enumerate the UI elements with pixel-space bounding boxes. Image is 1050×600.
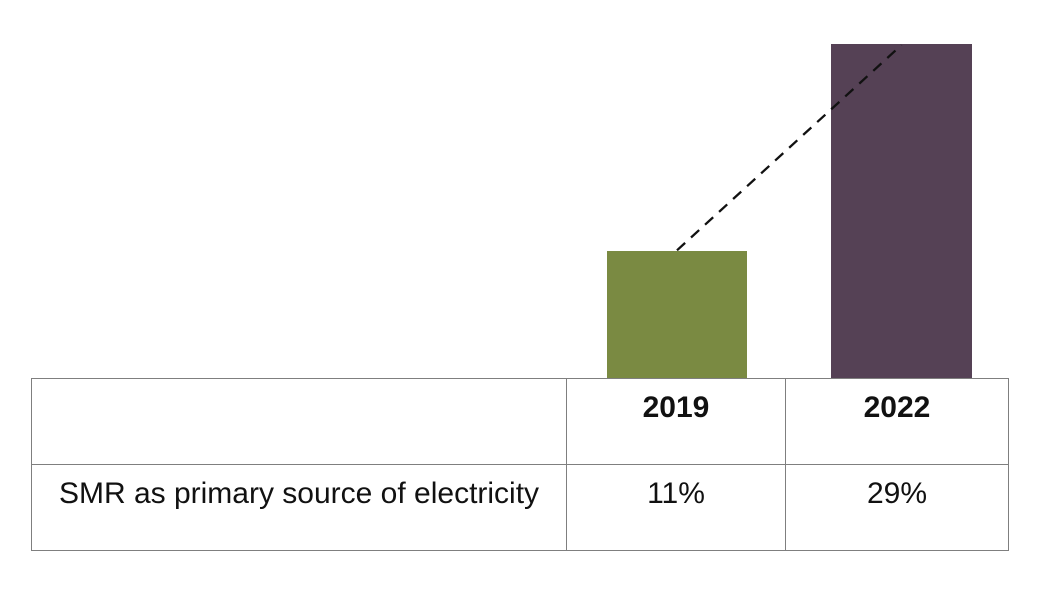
bar-2019	[607, 251, 747, 378]
header-2019: 2019	[566, 378, 786, 465]
comparison-table: 2019 2022 SMR as primary source of elect…	[31, 378, 1009, 551]
bar-2022	[831, 44, 972, 378]
table-header-row: 2019 2022	[31, 378, 1009, 465]
header-2022: 2022	[785, 378, 1009, 465]
table-spacer-cell	[31, 378, 567, 465]
value-2019: 11%	[566, 464, 786, 551]
row-label: SMR as primary source of electricity	[31, 464, 567, 551]
table-value-row: SMR as primary source of electricity 11%…	[31, 464, 1009, 551]
value-2022: 29%	[785, 464, 1009, 551]
